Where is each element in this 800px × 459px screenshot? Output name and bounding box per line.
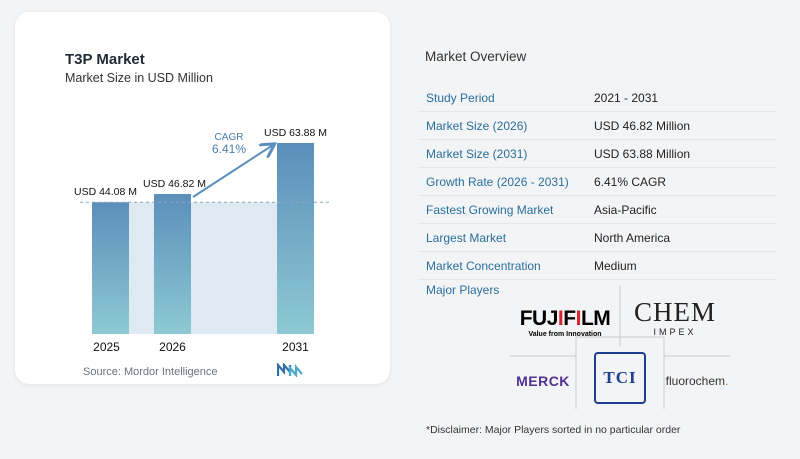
major-players-title: Major Players [426, 283, 500, 297]
fujifilm-part: I [575, 307, 582, 330]
bar [277, 143, 314, 334]
overview-row: Largest Market North America [418, 224, 777, 252]
bar [154, 194, 191, 334]
source-text: Source: Mordor Intelligence [83, 366, 218, 378]
merck-wordmark: MERCK [516, 373, 570, 389]
chem-impex-main: CHEM [633, 297, 716, 327]
overview-row: Growth Rate (2026 - 2031) 6.41% CAGR [418, 168, 777, 196]
data-label: USD 63.88 M [264, 127, 327, 139]
cagr-label: CAGR [215, 132, 244, 143]
fluorochem-wordmark: fluorochem. [666, 374, 729, 388]
fujifilm-wordmark: FUJIFILM [520, 308, 611, 330]
cagr-arrow [192, 145, 273, 198]
chem-impex-logo: CHEM IMPEX [620, 295, 730, 341]
cagr-value: 6.41% [212, 142, 246, 156]
overview-row: Market Size (2031) USD 63.88 Million [418, 140, 777, 168]
overview-row: Market Concentration Medium [418, 252, 777, 280]
logo-grid-lines [510, 285, 730, 409]
tci-box: TCI [594, 352, 646, 404]
x-tick-label: 2026 [159, 340, 186, 354]
chem-impex-sub: IMPEX [653, 327, 697, 337]
overview-label: Market Size (2026) [426, 119, 528, 133]
overview-label: Fastest Growing Market [426, 203, 554, 217]
data-label: USD 46.82 M [143, 178, 206, 190]
overview-row: Fastest Growing Market Asia-Pacific [418, 196, 777, 224]
fujifilm-tagline: Value from Innovation [528, 331, 602, 338]
tci-logo: TCI [576, 347, 664, 409]
x-tick-label: 2031 [282, 340, 309, 354]
overview-label: Largest Market [426, 231, 507, 245]
chart-title: T3P Market [65, 51, 145, 68]
data-label: USD 44.08 M [74, 186, 137, 198]
overview-row: Market Size (2026) USD 46.82 Million [418, 112, 777, 140]
fujifilm-part: I [557, 307, 564, 330]
fluorochem-dot: . [725, 374, 729, 388]
overview-value: 2021 - 2031 [594, 91, 659, 105]
mordor-logo-icon [277, 363, 303, 377]
bar-chart: USD 44.08 M 2025 USD 46.82 M 2026 USD 63.88 … [74, 127, 330, 354]
overview-title: Market Overview [425, 49, 527, 64]
overview-label: Growth Rate (2026 - 2031) [426, 175, 569, 189]
fluorochem-logo: fluorochem. [664, 369, 730, 393]
overview-value: Asia-Pacific [594, 203, 657, 217]
overview-label: Study Period [426, 91, 495, 105]
overview-value: USD 46.82 Million [594, 119, 691, 133]
fujifilm-logo: FUJIFILM Value from Innovation [510, 303, 620, 343]
bar [92, 202, 129, 334]
fluorochem-text: fluorochem [665, 374, 726, 388]
overview-label: Market Concentration [426, 259, 541, 273]
overview-row: Study Period 2021 - 2031 [418, 84, 777, 112]
overview-value: North America [594, 231, 671, 245]
overview-label: Market Size (2031) [426, 147, 528, 161]
overview-table: Study Period 2021 - 2031 Market Size (20… [418, 84, 777, 280]
fujifilm-part: F [563, 307, 576, 330]
overview-value: Medium [594, 259, 637, 273]
tci-wordmark: TCI [603, 368, 637, 387]
player-logos: FUJIFILM Value from Innovation CHEM IMPE… [510, 285, 730, 409]
x-tick-label: 2025 [93, 340, 120, 354]
overview-value: USD 63.88 Million [594, 147, 691, 161]
merck-logo: MERCK [510, 369, 576, 393]
overview-value: 6.41% CAGR [594, 175, 667, 189]
fujifilm-part: LM [580, 307, 611, 330]
fujifilm-part: FUJ [519, 307, 559, 330]
disclaimer-text: *Disclaimer: Major Players sorted in no … [426, 424, 681, 436]
chart-subtitle: Market Size in USD Million [65, 71, 213, 85]
